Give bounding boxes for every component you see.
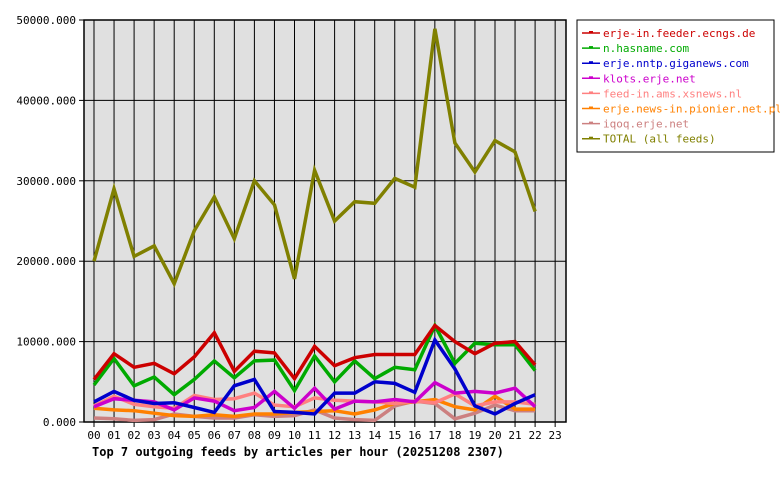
y-tick-label: 30000.000 [16,175,76,188]
x-tick-label: 03 [148,429,161,442]
series-line-total-all-feeds- [92,28,537,288]
x-tick-label: 21 [508,429,521,442]
x-tick-label: 23 [549,429,562,442]
x-tick-label: 05 [188,429,201,442]
legend-item-label: iqoq.erje.net [603,118,689,131]
x-tick-label: 11 [308,429,321,442]
x-tick-label: 13 [348,429,361,442]
legend-marker [589,76,593,79]
legend-marker [589,121,593,124]
legend-marker [589,61,593,64]
x-tick-label: 07 [228,429,241,442]
series-line-erje-nntp-giganews-com [93,336,536,416]
x-tick-label: 16 [408,429,421,442]
y-tick-label: 0.000 [43,416,76,429]
legend-marker [589,106,593,109]
legend-item-label: erje.nntp.giganews.com [603,57,749,70]
x-tick-label: 14 [368,429,382,442]
x-tick-label: 10 [288,429,301,442]
legend-item-label: n.hasname.com [603,42,689,55]
y-tick-label: 20000.000 [16,255,76,268]
legend-item-label: erje.news-in.pionier.net.pl [603,103,780,116]
legend-marker [589,31,593,33]
x-tick-label: 01 [107,429,120,442]
x-tick-label: 18 [448,429,461,442]
x-tick-label: 15 [388,429,401,442]
plot-area [83,19,567,423]
legend-item-label: TOTAL (all feeds) [603,133,716,146]
series-line-erje-in-feeder-ecngs-de [92,322,537,382]
x-tick-label: 08 [248,429,261,442]
legend: erje-in.feeder.ecngs.de n.hasname.com erje… [576,19,780,153]
x-tick-label: 09 [268,429,281,442]
legend-item-label: erje-in.feeder.ecngs.de [603,27,755,40]
y-tick-label: 50000.000 [16,14,76,27]
legend-item-label: feed-in.ams.xsnews.nl [603,87,742,100]
y-axis: 0.000 10000.000 20000.000 30000.000 40000.00… [16,14,84,429]
legend-box [576,19,775,153]
x-tick-label: 19 [468,429,481,442]
x-tick-label: 02 [127,429,140,442]
legend-marker [589,46,593,49]
x-tick-label: 06 [208,429,221,442]
x-tick-label: 04 [168,429,182,442]
legend-marker [589,91,593,94]
x-tick-label: 00 [87,429,100,442]
series-line-klots-erje-net [93,380,537,413]
y-tick-label: 40000.000 [16,94,76,107]
x-axis: 00 01 02 03 04 05 06 07 08 09 10 11 12 13 14 15 16 17 18 19… [87,422,562,442]
x-tick-label: 12 [328,429,341,442]
legend-marker [589,136,593,139]
series-lines [92,28,537,423]
x-tick-label: 17 [428,429,441,442]
legend-item-label: klots.erje.net [603,72,696,85]
y-tick-label: 10000.000 [16,336,76,349]
x-tick-label: 20 [488,429,501,442]
x-tick-label: 22 [528,429,541,442]
series-line-n-hasname-com [92,321,537,397]
chart-title: Top 7 outgoing feeds by articles per hou… [92,445,504,459]
